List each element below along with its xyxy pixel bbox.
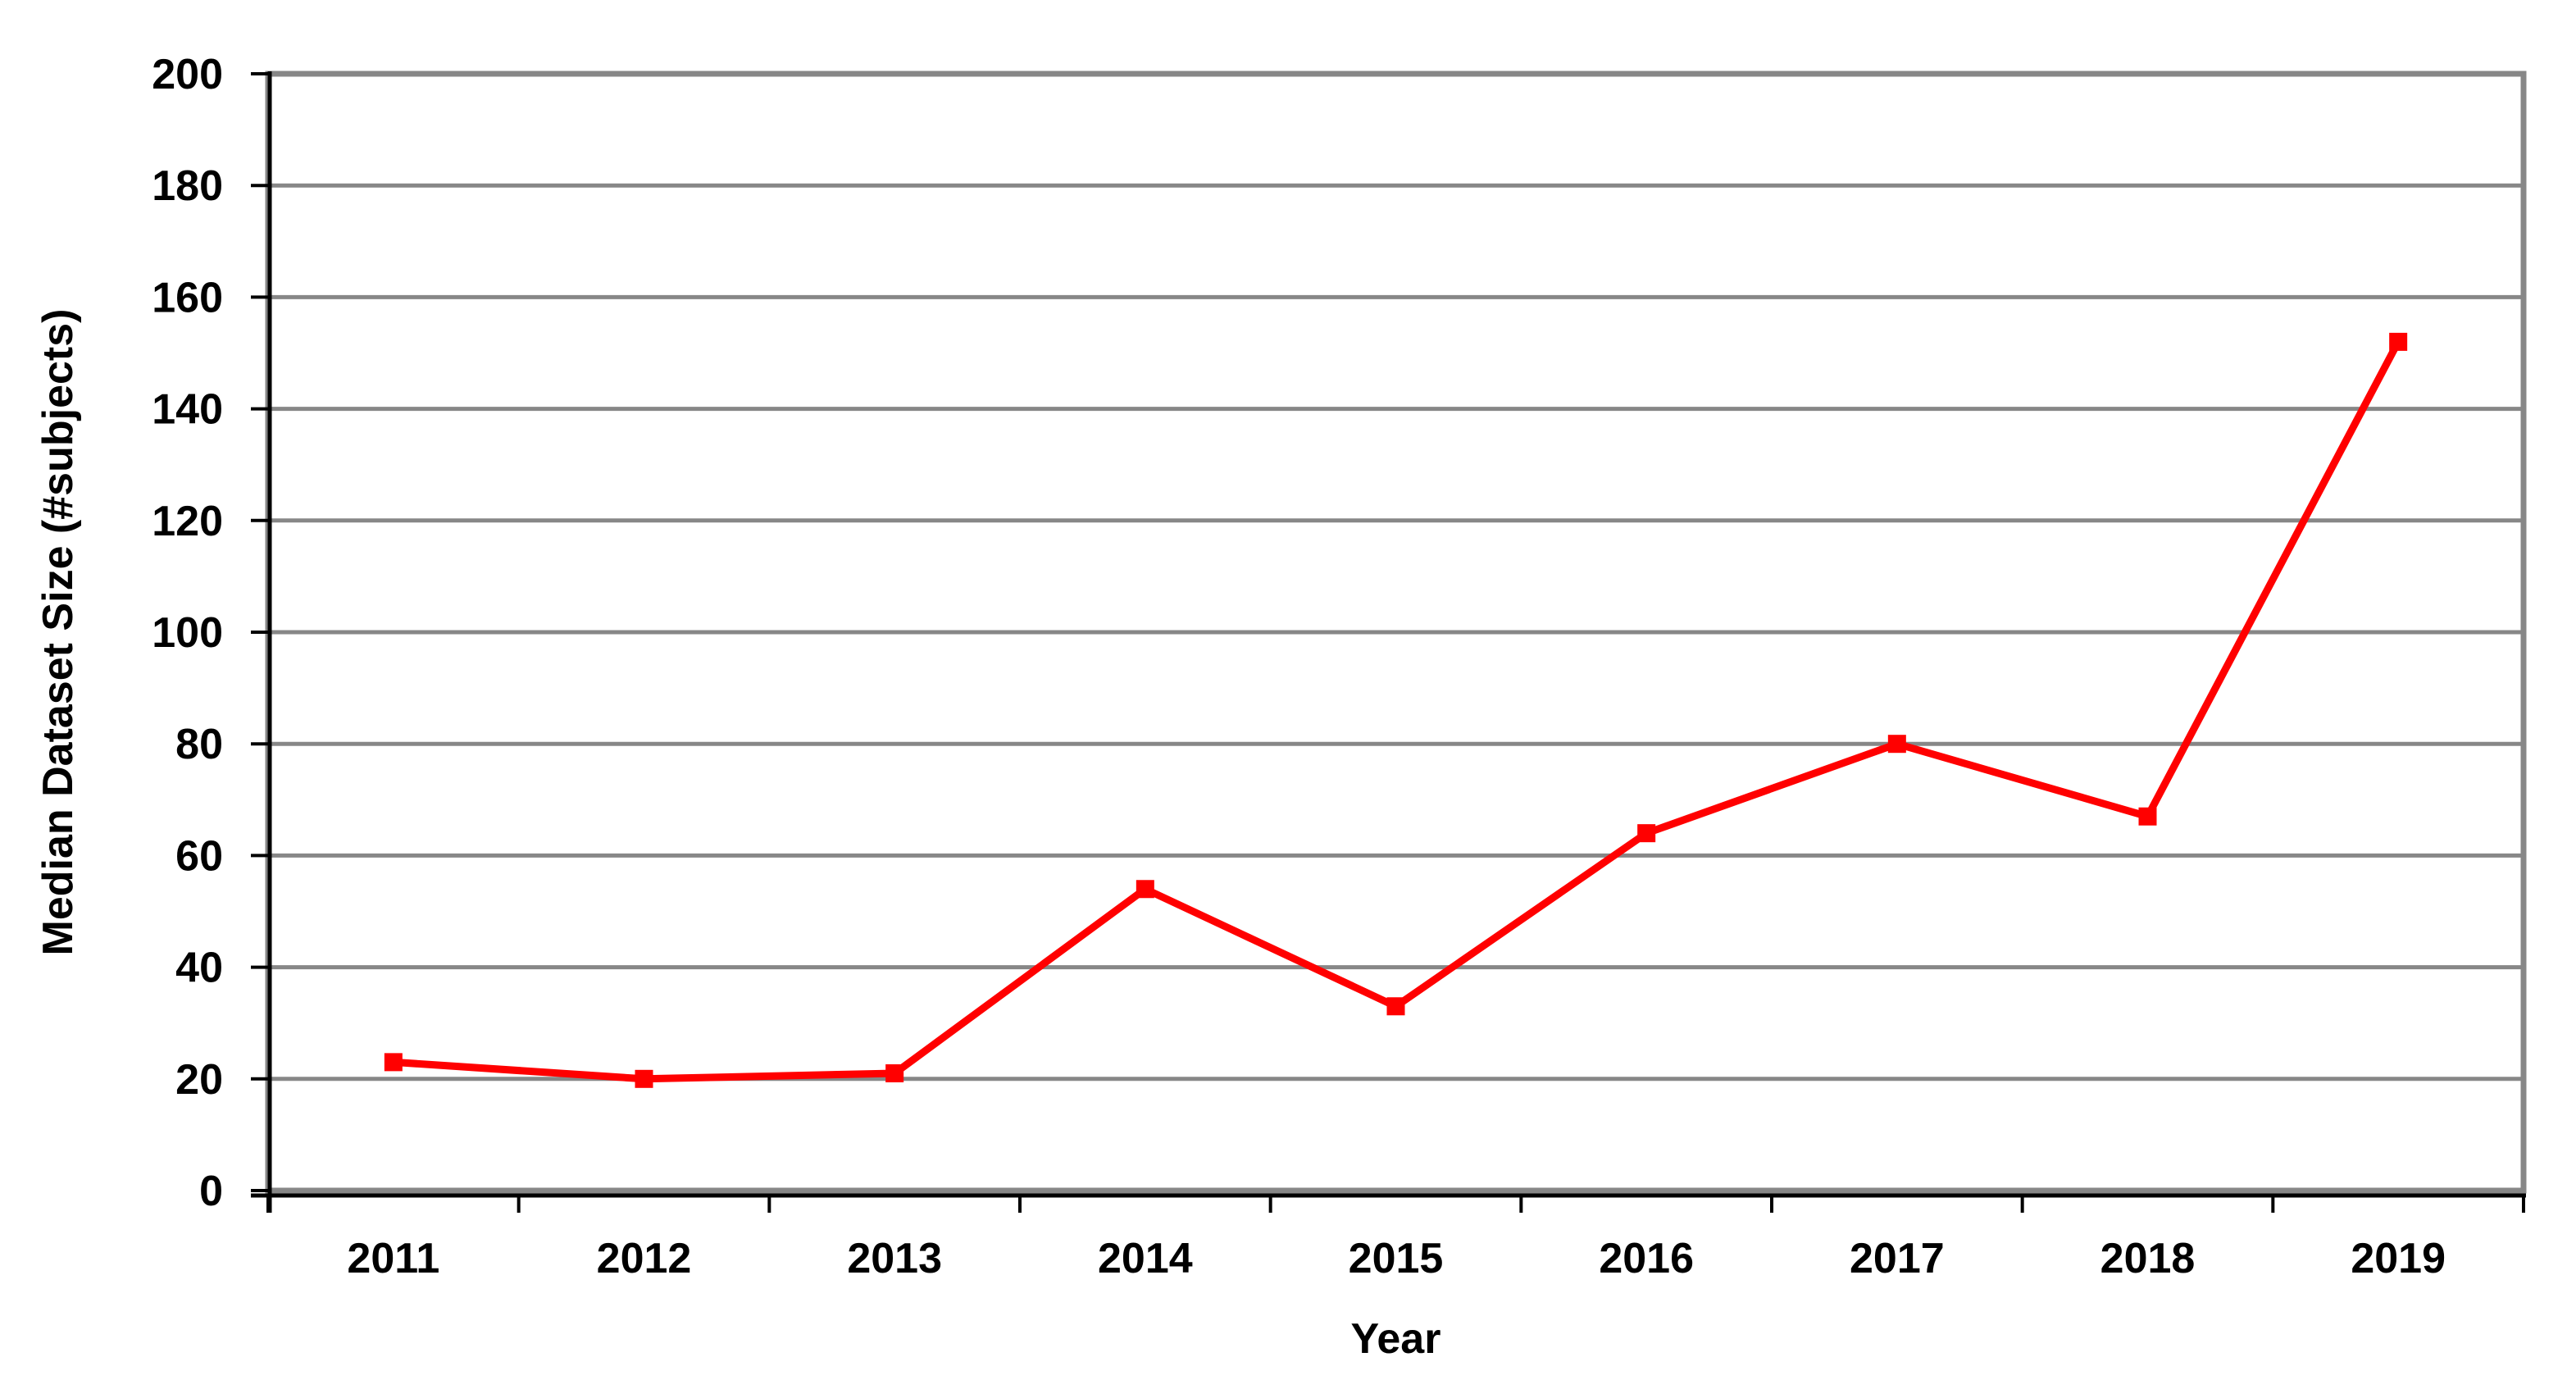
y-tick-label: 200 xyxy=(152,51,223,98)
y-tick-label: 120 xyxy=(152,498,223,545)
data-point-marker xyxy=(1887,735,1906,754)
y-tick-label: 100 xyxy=(152,609,223,657)
x-axis-title: Year xyxy=(1351,1315,1441,1363)
y-tick-label: 140 xyxy=(152,386,223,434)
y-tick-label: 20 xyxy=(175,1056,223,1104)
data-point-marker xyxy=(1136,880,1154,899)
y-tick-label: 0 xyxy=(199,1168,223,1215)
x-tick-label: 2019 xyxy=(2351,1235,2446,1282)
y-tick-label: 40 xyxy=(175,945,223,992)
x-tick-label: 2018 xyxy=(2100,1235,2196,1282)
x-tick-label: 2011 xyxy=(347,1235,439,1282)
data-point-marker xyxy=(2389,332,2408,351)
y-tick-label: 60 xyxy=(175,832,223,880)
data-point-marker xyxy=(2138,807,2157,826)
data-point-marker xyxy=(384,1053,403,1072)
y-tick-label: 180 xyxy=(152,162,223,210)
x-tick-label: 2017 xyxy=(1850,1235,1945,1282)
x-tick-label: 2015 xyxy=(1349,1235,1444,1282)
data-point-marker xyxy=(1386,997,1405,1016)
y-tick-label: 80 xyxy=(175,721,223,768)
x-tick-label: 2014 xyxy=(1098,1235,1193,1282)
data-point-marker xyxy=(635,1069,653,1088)
data-point-marker xyxy=(885,1063,904,1082)
x-tick-label: 2013 xyxy=(847,1235,942,1282)
x-tick-label: 2016 xyxy=(1599,1235,1694,1282)
data-point-marker xyxy=(1637,824,1656,843)
x-tick-label: 2012 xyxy=(597,1235,692,1282)
y-axis-title: Median Dataset Size (#subjects) xyxy=(34,309,82,956)
y-tick-label: 160 xyxy=(152,274,223,321)
